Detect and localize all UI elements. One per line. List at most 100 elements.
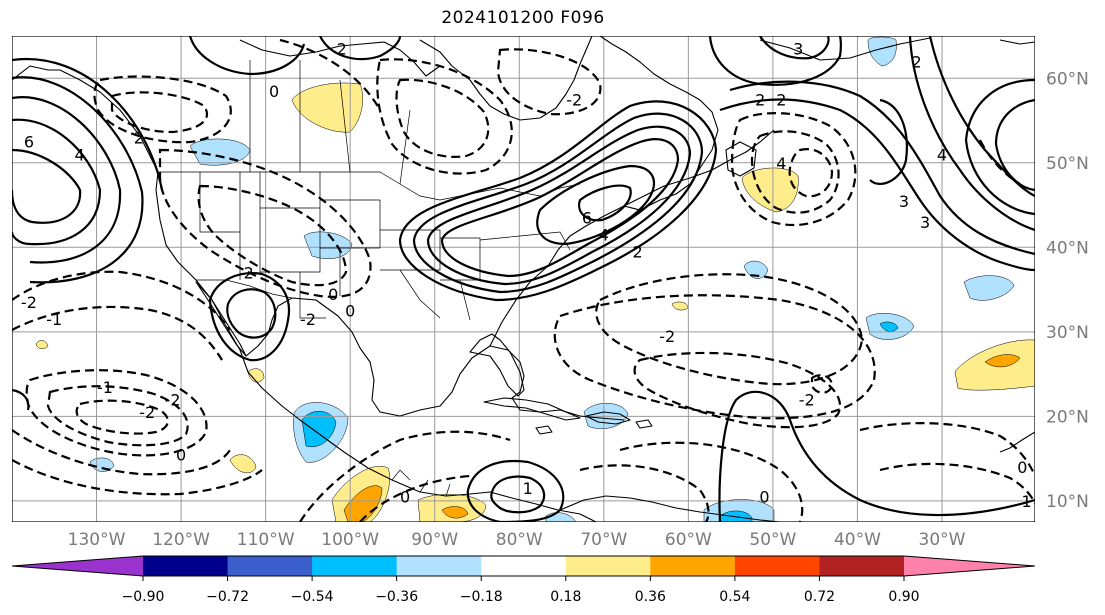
contours-negative	[12, 38, 1035, 522]
contour-label: 2	[912, 52, 922, 71]
contour-label: 4	[937, 145, 947, 164]
shade-positive	[343, 485, 383, 522]
contour-positive	[490, 475, 546, 514]
contour-positive	[188, 36, 306, 76]
colorbar-swatch	[819, 556, 905, 576]
lon-tick-label: 70°W	[580, 530, 627, 550]
contour-label: 6	[582, 209, 592, 228]
map-title: 2024101200 F096	[441, 8, 605, 28]
coastline-florida	[469, 333, 525, 397]
lon-tick-label: 80°W	[496, 530, 543, 550]
contour-positive	[719, 98, 1035, 272]
contour-positive	[426, 125, 692, 286]
contour-positive	[12, 148, 82, 224]
contour-label: -1	[46, 310, 62, 329]
shade-positive	[984, 354, 1021, 368]
contour-negative	[12, 305, 223, 361]
contour-positive	[759, 36, 830, 60]
lon-tick-label: 30°W	[919, 530, 966, 550]
shade-positive	[229, 454, 257, 473]
colorbar-tick-label: 0.18	[550, 589, 581, 605]
colorbar: −0.90 −0.72 −0.54 −0.36 −0.18 0.18 0.36 0.54 0.7…	[11, 555, 1036, 605]
coastline-hudson-bay	[419, 36, 593, 121]
contour-label: 2	[337, 40, 347, 59]
coastline-iceland	[999, 39, 1035, 45]
contour-label: 0	[400, 488, 410, 507]
contour-positive	[440, 138, 680, 278]
contour-positive	[398, 100, 718, 302]
contour-lines	[12, 36, 1035, 522]
lat-tick-label: 60°N	[1046, 69, 1089, 89]
shade-negative	[963, 275, 1015, 301]
coastline-newfoundland	[725, 141, 757, 177]
contour-positive	[718, 390, 1035, 522]
contour-label: -2	[659, 327, 675, 346]
coastline-alaska	[12, 65, 60, 81]
lat-tick-label: 40°N	[1046, 238, 1089, 258]
contour-positive	[536, 164, 656, 246]
contour-positive	[226, 288, 277, 339]
contour-negative	[46, 385, 189, 447]
contour-negative	[810, 374, 834, 394]
contour-label: 3	[899, 192, 909, 211]
contour-negative	[879, 462, 1035, 505]
contour-label: 4	[776, 154, 786, 173]
border-canada-provinces	[249, 60, 411, 185]
contour-label: 1	[523, 479, 533, 498]
contour-positive	[12, 76, 144, 284]
contour-label: -2	[139, 403, 155, 422]
shade-positive	[35, 340, 49, 349]
contour-label: 2	[633, 243, 643, 262]
lon-tick-label: 130°W	[68, 530, 126, 550]
contour-positive	[994, 98, 1035, 192]
contour-label: 0	[328, 285, 338, 304]
contour-negative	[75, 399, 169, 435]
contour-negative	[595, 273, 864, 386]
contour-label: 6	[24, 133, 34, 152]
contour-positive	[708, 36, 842, 86]
contour-negative	[279, 38, 381, 111]
lat-tick-label: 30°N	[1046, 323, 1089, 343]
contour-label: 2	[134, 128, 144, 147]
contour-positive	[869, 98, 908, 186]
contour-label: 0	[269, 82, 279, 101]
contour-positive	[964, 78, 1035, 216]
contour-positive	[12, 388, 30, 411]
contour-label: 0	[1017, 458, 1027, 477]
contour-negative	[93, 75, 232, 144]
contour-negative	[158, 148, 372, 298]
shade-positive	[741, 167, 799, 213]
coastline-puerto-rico	[635, 419, 653, 429]
contour-negative	[979, 139, 1021, 185]
lon-tick-label: 50°W	[749, 530, 796, 550]
coastline-cuba	[483, 397, 581, 421]
contour-positive	[466, 460, 565, 522]
contour-label: 3	[920, 213, 930, 232]
contour-negative	[12, 459, 263, 496]
longitude-labels: 130°W 120°W 110°W 100°W 90°W 80°W 70°W 60°W 50°W…	[68, 530, 966, 550]
contour-positive	[319, 36, 402, 61]
contour-negative	[730, 112, 857, 227]
contour-negative	[553, 294, 876, 420]
shade-negative	[89, 457, 115, 472]
lat-tick-label: 50°N	[1046, 154, 1089, 174]
lon-tick-label: 100°W	[321, 530, 379, 550]
colorbar-tick-label: 0.54	[719, 589, 750, 605]
contour-negative	[12, 270, 231, 331]
colorbar-tick-label: 0.72	[804, 589, 835, 605]
contour-positive	[729, 80, 1035, 256]
colorbar-tick-label: −0.54	[291, 589, 334, 605]
coastline-jamaica	[535, 425, 553, 435]
colorbar-swatch	[565, 556, 651, 576]
colorbar-tick-label: 0.90	[888, 589, 919, 605]
contour-label: 2	[776, 90, 786, 109]
contour-negative	[197, 184, 348, 287]
contour-label: -2	[165, 390, 181, 409]
shade-negative	[867, 36, 897, 67]
shaded-anomalies	[35, 36, 1035, 522]
colorbar-tick-label: −0.36	[375, 589, 418, 605]
contour-label: 1	[1021, 492, 1031, 511]
coastline-greenland	[759, 37, 931, 61]
